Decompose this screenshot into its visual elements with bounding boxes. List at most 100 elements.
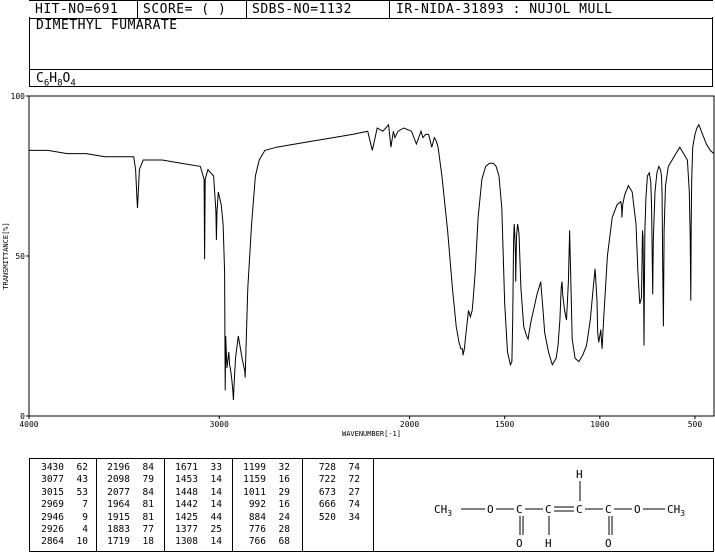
peak-wavenumber: 776	[248, 524, 266, 536]
peak-wavenumber: 992	[248, 499, 266, 511]
peak-row: 2196 84	[96, 462, 154, 474]
peak-row: 2926 4	[30, 524, 88, 536]
peak-row: 2077 84	[96, 487, 154, 499]
header-divider	[389, 1, 390, 18]
peak-column: 3430 62 3077 43 3015 53 2969 7 2946 9 2926 4 2864 10	[30, 459, 88, 551]
peak-wavenumber: 728	[318, 462, 336, 473]
peak-row: 1453 14	[164, 474, 222, 486]
structure-diagram: CH3 O C O C H C H C O O CH3	[434, 468, 685, 550]
peak-wavenumber: 1442	[175, 499, 198, 511]
y-tick-label: 0	[20, 412, 25, 421]
peak-wavenumber: 3015	[41, 486, 64, 498]
peak-row: 2946 9	[30, 512, 88, 524]
carbonyl-oxygen-left: O	[516, 537, 523, 550]
peak-row: 2864 10	[30, 536, 88, 548]
peak-transmittance: 53	[76, 486, 88, 498]
ch3-left-label: CH3	[434, 503, 452, 518]
ester-oxygen-left: O	[487, 503, 494, 516]
score: SCORE= ( )	[143, 2, 227, 17]
peak-wavenumber: 1915	[107, 511, 130, 523]
source-info: IR-NIDA-31893 : NUJOL MULL	[396, 2, 613, 17]
carbonyl-carbon-left: C	[516, 503, 523, 516]
carbonyl-oxygen-right: O	[605, 537, 612, 550]
ch3-right-label: CH3	[667, 503, 685, 518]
peak-wavenumber: 2969	[41, 499, 64, 511]
peak-row: 722 72	[302, 474, 360, 486]
peak-row: 1915 81	[96, 512, 154, 524]
peak-column: 1199 32 1159 16 1011 29 992 16 884 24 776 28 766 68	[232, 459, 290, 551]
peak-transmittance: 77	[142, 524, 154, 536]
peak-wavenumber: 2196	[107, 462, 130, 473]
peak-column: 728 74 722 72 673 27 666 74 520 34	[302, 459, 360, 551]
peak-row: 3015 53	[30, 487, 88, 499]
table-divider	[96, 459, 97, 551]
spectrum-line	[29, 123, 715, 401]
peak-wavenumber: 1308	[175, 536, 198, 548]
peak-row: 1448 14	[164, 487, 222, 499]
peak-transmittance: 68	[278, 536, 290, 548]
peak-row: 992 16	[232, 499, 290, 511]
peak-row: 1719 18	[96, 536, 154, 548]
peak-wavenumber: 1964	[107, 499, 130, 511]
peak-wavenumber: 722	[318, 474, 336, 486]
peak-row: 3077 43	[30, 474, 88, 486]
peak-row: 766 68	[232, 536, 290, 548]
peak-row: 1442 14	[164, 499, 222, 511]
peak-wavenumber: 3430	[41, 462, 64, 473]
x-tick-label: 4000	[19, 420, 38, 429]
peak-row: 666 74	[302, 499, 360, 511]
peak-transmittance: 32	[278, 462, 290, 473]
peak-transmittance: 72	[348, 474, 360, 486]
peak-transmittance: 10	[76, 536, 88, 548]
x-tick-label: 500	[688, 420, 703, 429]
header-divider	[246, 1, 247, 18]
peak-wavenumber: 1011	[243, 486, 266, 498]
peak-wavenumber: 673	[318, 486, 336, 498]
peak-transmittance: 14	[210, 536, 222, 548]
peak-transmittance: 14	[210, 499, 222, 511]
peak-transmittance: 43	[76, 474, 88, 486]
peak-row: 728 74	[302, 462, 360, 474]
peak-transmittance: 84	[142, 462, 154, 473]
sdbs-number: SDBS-NO=1132	[252, 2, 352, 17]
peak-row: 1308 14	[164, 536, 222, 548]
peak-wavenumber: 1425	[175, 511, 198, 523]
hydrogen-bottom: H	[545, 537, 552, 550]
molecular-formula: C6H8O4	[36, 71, 76, 89]
alkene-carbon-left: C	[545, 503, 552, 516]
compound-name: DIMETHYL FUMARATE	[36, 18, 178, 33]
peak-row: 2969 7	[30, 499, 88, 511]
peak-row: 1159 16	[232, 474, 290, 486]
peak-row: 1883 77	[96, 524, 154, 536]
peak-wavenumber: 1453	[175, 474, 198, 486]
peak-row: 884 24	[232, 512, 290, 524]
peak-transmittance: 16	[278, 499, 290, 511]
peak-table: 3430 62 3077 43 3015 53 2969 7 2946 9 2926 4 2864 10 2…	[29, 458, 714, 552]
y-tick-label: 100	[11, 92, 26, 101]
peak-wavenumber: 2946	[41, 511, 64, 523]
table-divider	[373, 459, 374, 551]
peak-transmittance: 62	[76, 462, 88, 473]
peak-row: 520 34	[302, 512, 360, 524]
hit-number: HIT-NO=691	[35, 2, 119, 17]
peak-transmittance: 24	[278, 511, 290, 523]
x-tick-label: 1500	[495, 420, 514, 429]
peak-wavenumber: 2864	[41, 536, 64, 548]
peak-transmittance: 16	[278, 474, 290, 486]
peak-row: 3430 62	[30, 462, 88, 474]
peak-transmittance: 7	[82, 499, 88, 511]
table-divider	[302, 459, 303, 551]
peak-column: 2196 84 2098 79 2077 84 1964 81 1915 81 1883 77 1719…	[96, 459, 154, 551]
x-tick-label: 2000	[400, 420, 419, 429]
peak-wavenumber: 1448	[175, 486, 198, 498]
peak-wavenumber: 2926	[41, 524, 64, 536]
peak-transmittance: 28	[278, 524, 290, 536]
peak-column: 1671 33 1453 14 1448 14 1442 14 1425 44 1377 25 1308…	[164, 459, 222, 551]
peak-transmittance: 14	[210, 474, 222, 486]
peak-wavenumber: 884	[248, 511, 266, 523]
peak-wavenumber: 3077	[41, 474, 64, 486]
compound-box: DIMETHYL FUMARATE C6H8O4	[29, 17, 713, 89]
peak-wavenumber: 520	[318, 511, 336, 523]
peak-wavenumber: 1883	[107, 524, 130, 536]
peak-transmittance: 44	[210, 511, 222, 523]
